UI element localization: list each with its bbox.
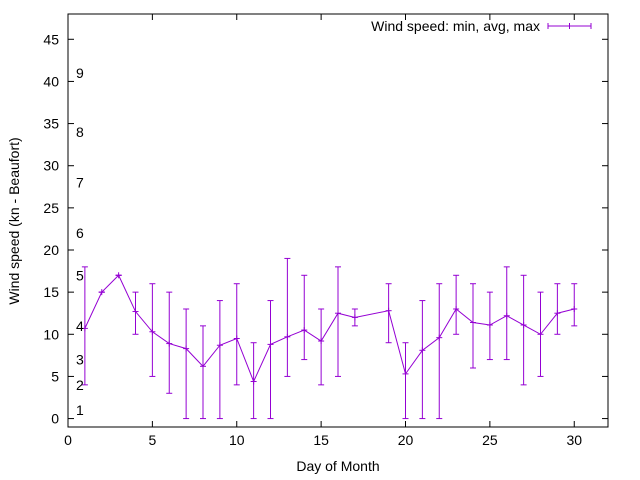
data-point (571, 306, 578, 312)
error-bar (470, 283, 476, 369)
error-bar (267, 300, 274, 420)
data-point (503, 312, 510, 319)
y-tick-label: 15 (43, 284, 59, 300)
data-point (115, 272, 122, 279)
y-tick-label: 0 (51, 411, 59, 427)
x-tick-label: 30 (566, 432, 582, 448)
data-point (351, 314, 358, 321)
error-bar (301, 274, 308, 361)
data-point (149, 328, 156, 335)
error-bar (200, 325, 206, 420)
beaufort-label: 5 (76, 267, 84, 283)
beaufort-label: 4 (76, 318, 84, 334)
y-tick-label: 10 (43, 326, 59, 342)
error-bar (436, 283, 443, 420)
legend-sample (547, 23, 592, 29)
error-bar (284, 257, 291, 377)
error-bar (520, 274, 527, 386)
y-axis-title: Wind speed (kn - Beaufort) (6, 137, 22, 304)
data-point (183, 345, 190, 352)
y-tick-label: 20 (43, 242, 59, 258)
x-tick-label: 0 (64, 432, 72, 448)
data-point (486, 322, 493, 329)
data-point (166, 340, 173, 347)
data-point (554, 310, 561, 317)
plot-frame (67, 13, 609, 428)
data-point (250, 378, 257, 385)
data-point (318, 338, 325, 345)
data-point (284, 333, 291, 340)
beaufort-label: 1 (76, 402, 84, 418)
beaufort-label: 7 (76, 175, 84, 191)
data-point (233, 335, 240, 342)
x-tick-label: 10 (229, 432, 245, 448)
error-bar (335, 266, 341, 377)
error-bar (183, 308, 190, 420)
y-tick-label: 25 (43, 200, 59, 216)
x-tick-label: 15 (313, 432, 329, 448)
data-point (98, 289, 105, 296)
error-bar (402, 342, 409, 420)
data-point (436, 334, 443, 341)
data-point (402, 370, 409, 377)
error-bar (453, 274, 460, 335)
data-point (335, 310, 341, 317)
y-tick-label: 35 (43, 116, 59, 132)
beaufort-label: 6 (76, 225, 84, 241)
beaufort-label: 8 (76, 124, 84, 140)
beaufort-label: 9 (76, 65, 84, 81)
error-bar (554, 283, 561, 335)
data-point (520, 322, 527, 329)
data-point (453, 306, 460, 312)
y-tick-label: 40 (43, 73, 59, 89)
legend-label: Wind speed: min, avg, max (371, 18, 540, 34)
plot-layer (81, 257, 578, 420)
beaufort-label: 3 (76, 352, 84, 368)
error-bar (233, 283, 240, 386)
error-bar (419, 300, 426, 420)
error-bar (216, 300, 223, 420)
data-point (419, 347, 426, 354)
x-axis-title: Day of Month (296, 458, 379, 474)
data-point (385, 307, 392, 314)
data-point (216, 342, 223, 349)
y-tick-label: 45 (43, 31, 59, 47)
error-bar (571, 283, 578, 327)
beaufort-label: 2 (76, 377, 84, 393)
data-point (132, 308, 139, 315)
series-line (84, 274, 575, 383)
x-tick-label: 20 (398, 432, 414, 448)
error-bar (318, 308, 325, 386)
x-tick-label: 5 (148, 432, 156, 448)
data-point (200, 363, 206, 370)
x-tick-label: 25 (482, 432, 498, 448)
data-point (301, 327, 308, 334)
data-point (81, 325, 88, 332)
y-tick-label: 5 (51, 368, 59, 384)
legend: Wind speed: min, avg, max (371, 18, 592, 34)
data-point (267, 341, 274, 348)
y-tick-label: 30 (43, 158, 59, 174)
data-point (537, 331, 544, 338)
data-point (470, 319, 476, 326)
